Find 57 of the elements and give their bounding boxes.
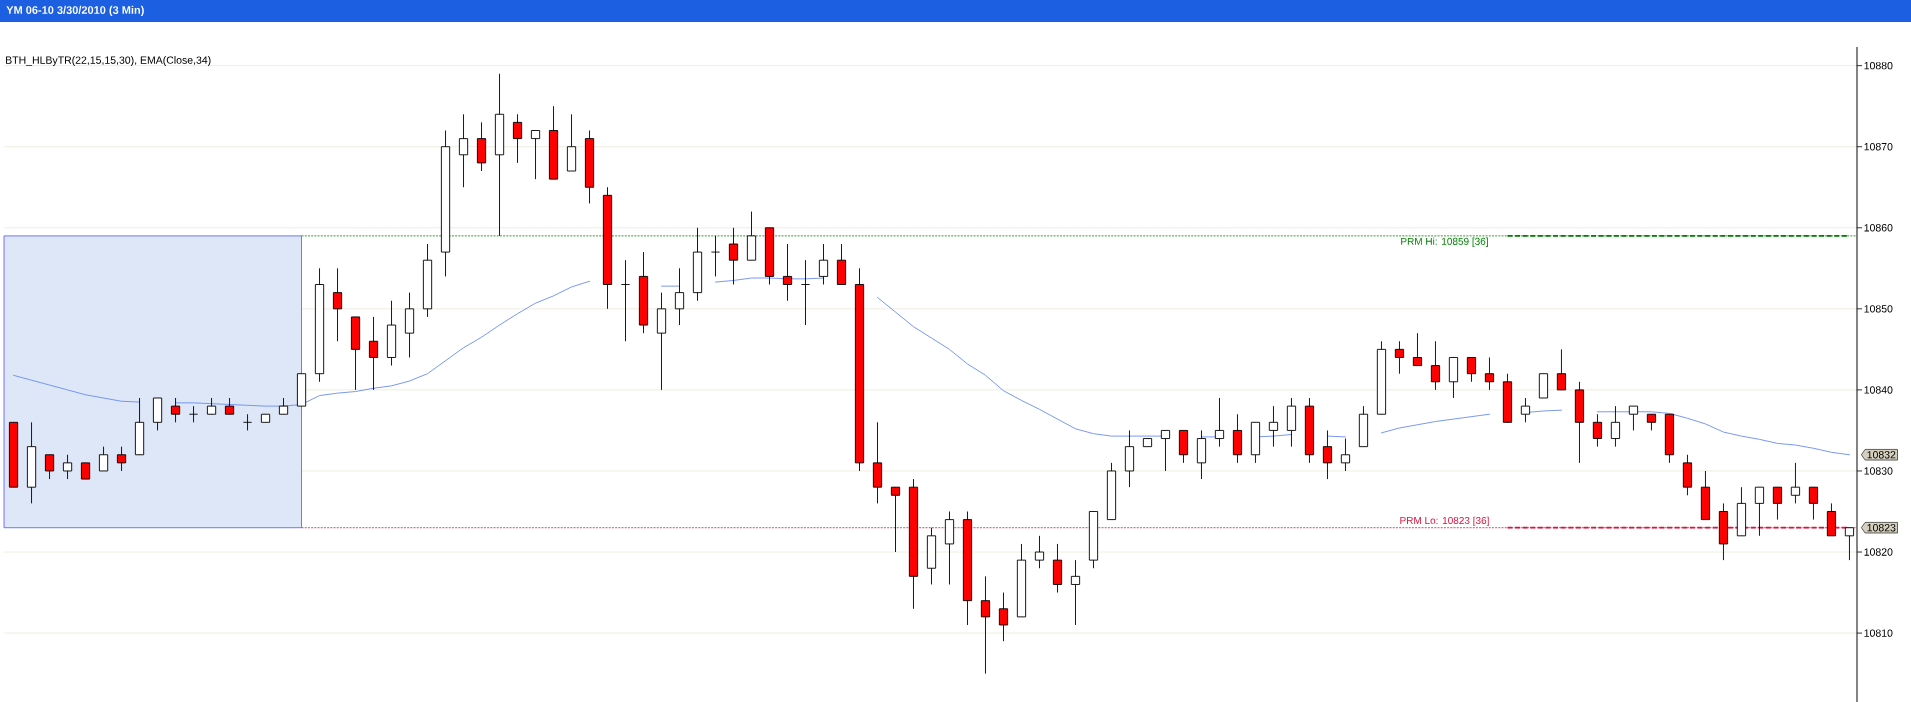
candlestick bbox=[44, 454, 55, 480]
candlestick bbox=[1466, 357, 1477, 383]
candlestick bbox=[188, 405, 199, 423]
candlestick bbox=[1808, 486, 1819, 521]
candlestick bbox=[818, 243, 829, 285]
candlestick bbox=[1214, 397, 1225, 448]
candlestick bbox=[1520, 397, 1531, 423]
candlestick bbox=[62, 454, 73, 480]
candlestick bbox=[1160, 429, 1171, 472]
y-tick-label: 10830 bbox=[1864, 467, 1893, 475]
chart-title: YM 06-10 3/30/2010 (3 Min) bbox=[6, 5, 144, 17]
candlestick bbox=[1484, 357, 1495, 391]
candlestick bbox=[998, 592, 1009, 642]
candlestick bbox=[1034, 535, 1045, 569]
candlestick bbox=[332, 267, 343, 342]
candlestick bbox=[1592, 413, 1603, 448]
y-tick-label: 10810 bbox=[1864, 629, 1893, 637]
candlestick bbox=[458, 113, 469, 188]
y-tick-label: 10870 bbox=[1864, 143, 1893, 151]
candlestick bbox=[800, 259, 811, 326]
text: 10823 bbox=[1867, 524, 1896, 532]
ref-line-label: PRM Lo: 10823 [36] bbox=[1400, 516, 1489, 527]
candlestick bbox=[1340, 438, 1351, 472]
candlestick bbox=[1412, 332, 1423, 367]
text: BTH_HLByTR(22,15,15,30), EMA(Close,34) bbox=[6, 56, 211, 66]
candlestick bbox=[1628, 405, 1639, 431]
candlestick bbox=[242, 413, 253, 431]
y-tick-label: 10850 bbox=[1864, 305, 1893, 313]
candlestick bbox=[890, 486, 901, 553]
candlestick bbox=[782, 243, 793, 302]
data-label: 10832 bbox=[1867, 451, 1896, 459]
y-tick-label: 10820 bbox=[1864, 548, 1893, 556]
candlestick bbox=[116, 446, 127, 472]
candlestick bbox=[980, 575, 991, 675]
candlestick bbox=[1430, 340, 1441, 391]
candlestick bbox=[1754, 486, 1765, 537]
y-tick-label: 10860 bbox=[1864, 224, 1893, 232]
candlestick bbox=[710, 235, 721, 277]
candlestick bbox=[170, 397, 181, 423]
candlestick bbox=[368, 316, 379, 391]
candlestick bbox=[530, 130, 541, 180]
candlestick bbox=[1556, 348, 1567, 391]
candlestick bbox=[1268, 405, 1279, 448]
candlestick bbox=[1844, 527, 1855, 561]
candlestick bbox=[674, 267, 685, 326]
candlestick bbox=[728, 227, 739, 285]
candlestick bbox=[1790, 462, 1801, 504]
candlestick bbox=[98, 446, 109, 472]
candlestick bbox=[1394, 340, 1405, 375]
candlestick bbox=[1322, 429, 1333, 480]
candlestick bbox=[1070, 559, 1081, 626]
y-tick-label: 10840 bbox=[1864, 386, 1893, 394]
candlestick bbox=[1772, 486, 1783, 521]
candlestick bbox=[512, 113, 523, 164]
y-tick-label: 10880 bbox=[1864, 61, 1893, 70]
candlestick bbox=[620, 259, 631, 342]
candlestick bbox=[1610, 405, 1621, 448]
